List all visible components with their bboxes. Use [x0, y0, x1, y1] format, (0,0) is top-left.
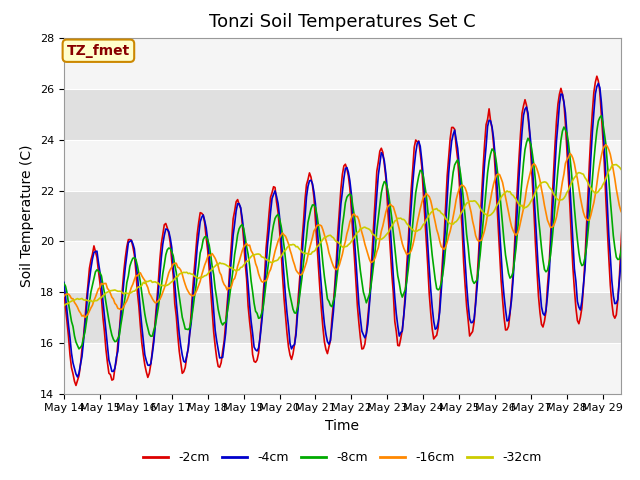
Line: -2cm: -2cm — [64, 66, 637, 385]
-2cm — [356, 335, 364, 340]
Line: -8cm: -8cm — [64, 106, 637, 349]
-4cm — [630, 69, 638, 75]
-4cm — [470, 316, 478, 322]
Title: Tonzi Soil Temperatures Set C: Tonzi Soil Temperatures Set C — [209, 13, 476, 31]
-16cm — [356, 224, 364, 230]
Bar — [64, 140, 621, 191]
Legend: -2cm, -4cm, -8cm, -16cm, -32cm: -2cm, -4cm, -8cm, -16cm, -32cm — [138, 446, 547, 469]
-16cm — [470, 225, 478, 230]
Line: -4cm: -4cm — [64, 72, 637, 377]
-2cm — [556, 91, 563, 97]
-4cm — [74, 374, 81, 380]
-8cm — [470, 280, 478, 286]
-8cm — [556, 152, 563, 157]
-32cm — [634, 178, 640, 183]
-16cm — [60, 293, 68, 299]
Bar — [64, 292, 621, 343]
-8cm — [81, 329, 89, 335]
Bar — [64, 191, 621, 241]
-2cm — [634, 99, 640, 105]
Line: -16cm: -16cm — [64, 144, 637, 317]
-8cm — [634, 106, 640, 111]
-2cm — [72, 383, 80, 388]
-32cm — [355, 228, 363, 234]
Line: -32cm: -32cm — [64, 165, 637, 306]
Bar — [64, 38, 621, 89]
-2cm — [629, 63, 637, 69]
-16cm — [81, 314, 89, 320]
Bar — [64, 89, 621, 140]
-4cm — [60, 279, 68, 285]
Bar — [64, 343, 621, 394]
-4cm — [634, 87, 640, 93]
-8cm — [99, 282, 107, 288]
-16cm — [79, 312, 87, 318]
-2cm — [470, 319, 478, 325]
-8cm — [356, 268, 364, 274]
-32cm — [468, 198, 476, 204]
-4cm — [81, 322, 89, 327]
-4cm — [356, 315, 364, 321]
-2cm — [632, 83, 639, 88]
-32cm — [554, 197, 562, 203]
-4cm — [99, 298, 107, 304]
-16cm — [634, 144, 640, 149]
-32cm — [79, 297, 87, 303]
-4cm — [556, 101, 563, 107]
-4cm — [632, 75, 639, 81]
-32cm — [60, 303, 68, 309]
-2cm — [99, 314, 107, 320]
Y-axis label: Soil Temperature (C): Soil Temperature (C) — [20, 145, 35, 287]
-8cm — [632, 103, 639, 109]
-16cm — [556, 198, 563, 204]
-32cm — [97, 295, 105, 300]
Bar — [64, 241, 621, 292]
-16cm — [99, 281, 107, 287]
-8cm — [60, 281, 68, 287]
-8cm — [630, 108, 638, 114]
-8cm — [75, 346, 83, 352]
-32cm — [630, 180, 638, 186]
-2cm — [81, 317, 89, 323]
X-axis label: Time: Time — [325, 419, 360, 433]
-16cm — [602, 142, 610, 147]
-2cm — [60, 288, 68, 294]
-16cm — [632, 151, 639, 157]
Text: TZ_fmet: TZ_fmet — [67, 44, 130, 58]
-32cm — [612, 162, 620, 168]
